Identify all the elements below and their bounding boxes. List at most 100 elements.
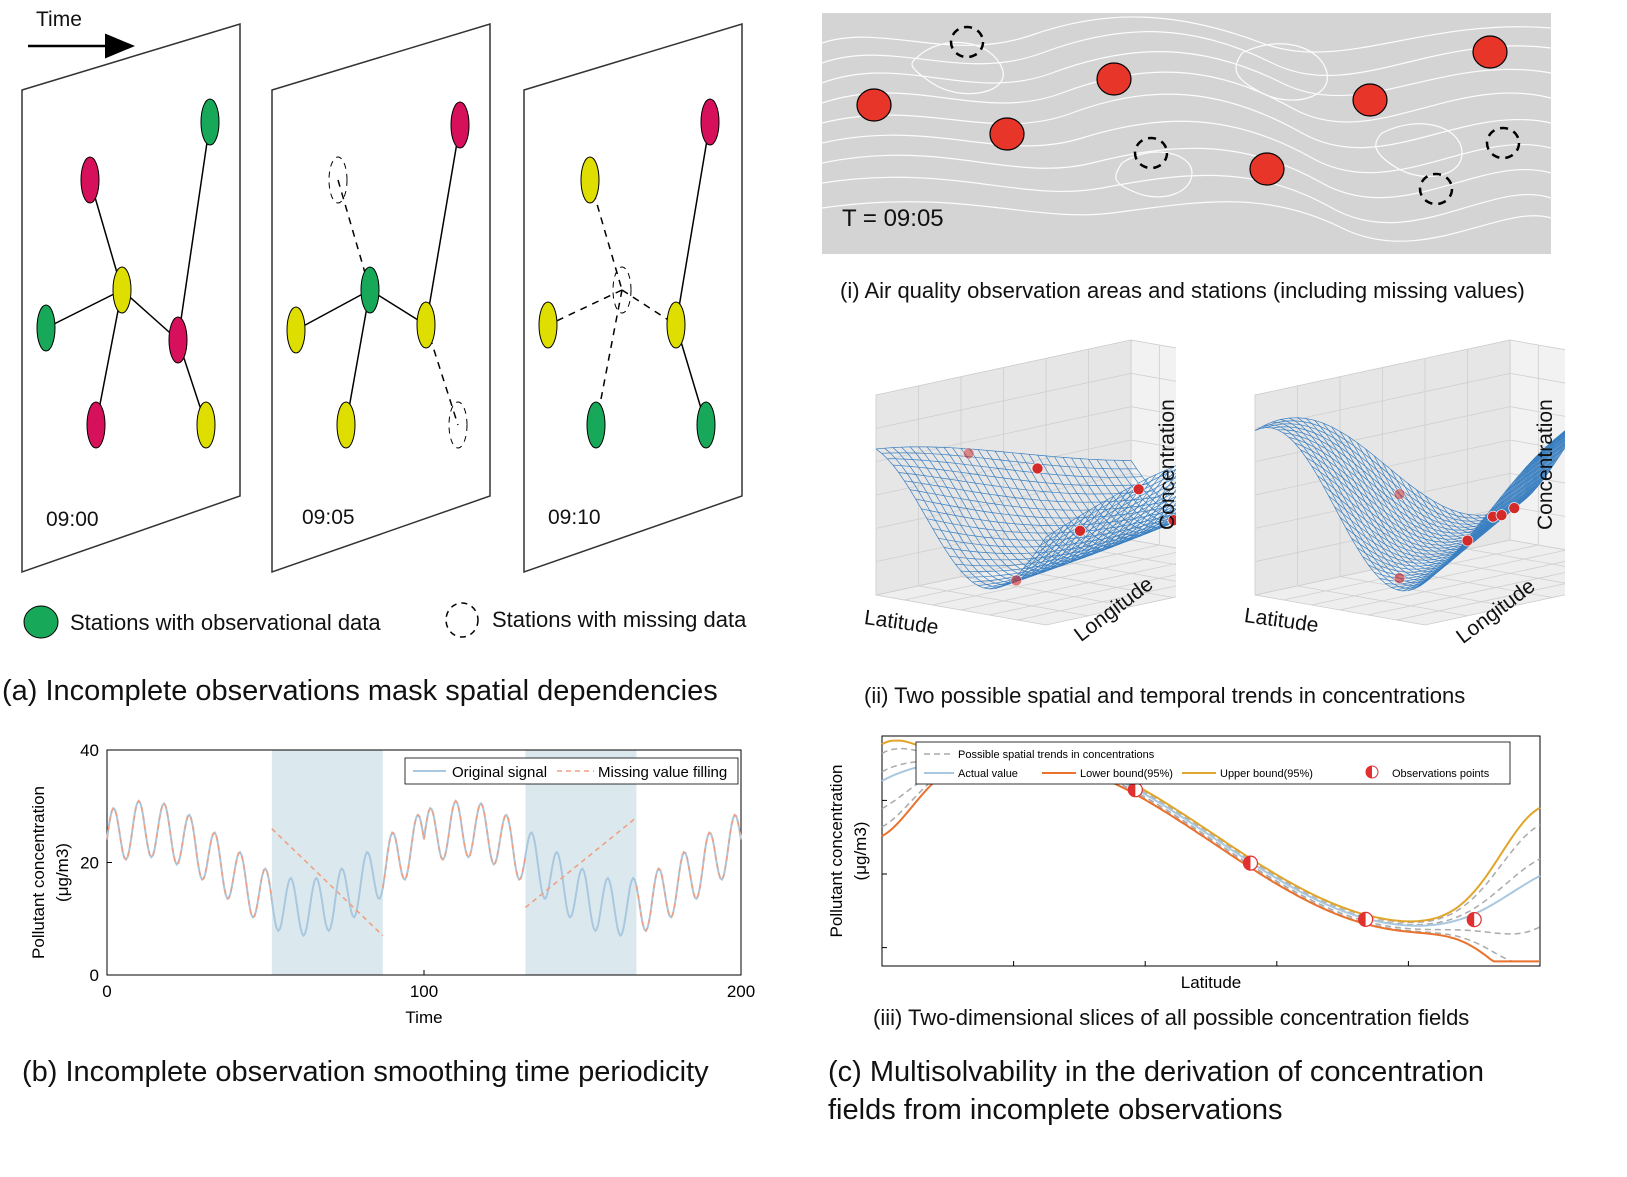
mesh-line	[1037, 454, 1176, 545]
map-stations	[856, 35, 1508, 186]
map-station-observed	[1472, 35, 1508, 69]
caption-c-line2: fields from incomplete observations	[828, 1094, 1283, 1126]
surface-mesh	[1254, 417, 1565, 592]
network-frames-diagram	[21, 22, 743, 639]
mesh-line	[1105, 459, 1176, 522]
mesh-line	[1379, 431, 1565, 582]
mesh-line	[1062, 457, 1176, 537]
legend-b: Original signal Missing value filling	[404, 757, 739, 785]
missing-interval-band	[271, 750, 383, 975]
observation-point	[1393, 488, 1406, 500]
mesh-line	[1385, 431, 1565, 585]
legend-swatch	[1366, 766, 1372, 778]
grid-line	[1130, 472, 1176, 482]
mesh-line	[1028, 477, 1176, 562]
x-tick-label: 100	[410, 982, 438, 1001]
x-tick-label: 0	[102, 982, 111, 1001]
mesh-line	[1054, 456, 1176, 539]
y-axis-label: Pollutant concentration	[827, 765, 846, 938]
grid-line	[875, 372, 1132, 429]
legend-label: Observations points	[1392, 768, 1490, 780]
grid-line	[1130, 439, 1176, 449]
grid-line	[1509, 439, 1565, 451]
map-time-label: T = 09:05	[842, 205, 944, 232]
surface-left-concentration-label: Concentration	[1156, 399, 1179, 530]
observation-point	[1167, 514, 1176, 527]
mesh-line	[1509, 446, 1565, 509]
mesh-line	[1122, 460, 1176, 515]
caption-c-line1: (c) Multisolvability in the derivation o…	[828, 1056, 1485, 1088]
slice-chart: Possible spatial trends in concentration…	[827, 735, 1541, 992]
caption-c-ii: (ii) Two possible spatial and temporal t…	[864, 683, 1466, 708]
grid-line	[1424, 557, 1565, 584]
legend-label: Missing value filling	[598, 764, 727, 781]
map-station-missing	[1418, 172, 1454, 206]
mesh-line	[989, 508, 1176, 590]
station-observed	[416, 301, 436, 349]
legend-missing-label: Stations with missing data	[492, 607, 747, 632]
legend-observed-icon	[23, 605, 59, 639]
observation-point-half	[1243, 856, 1251, 871]
observation-point-half	[1467, 912, 1475, 927]
mesh-line	[1017, 486, 1176, 576]
time-arrow-label: Time	[36, 8, 82, 31]
map-station-observed	[1096, 62, 1132, 96]
station-observed	[286, 306, 306, 354]
grid-line	[1130, 406, 1176, 416]
legend-label: Actual value	[958, 768, 1018, 780]
legend-label: Possible spatial trends in concentration…	[958, 749, 1155, 761]
mesh-line	[1040, 468, 1176, 546]
station-observed	[696, 401, 716, 449]
station-observed	[700, 98, 720, 146]
surface-plot-left	[875, 339, 1176, 626]
legend-c: Possible spatial trends in concentration…	[915, 741, 1511, 785]
y-tick-label: 0	[90, 966, 99, 985]
contour-lines	[822, 16, 1551, 242]
mesh-line	[1096, 459, 1176, 525]
series-missing-value-filling	[106, 799, 742, 937]
series-original-signal	[106, 799, 742, 938]
grid-line	[1368, 572, 1565, 616]
legend-observed-label: Stations with observational data	[70, 610, 381, 635]
x-axis-label: Time	[405, 1008, 442, 1027]
grid-line	[1509, 506, 1565, 517]
time-series-chart: 0 100 200 0 20 40 Time Pollutant concentration (…	[29, 741, 755, 1027]
surface-plot-right	[1254, 339, 1565, 626]
map-missing-stations	[949, 25, 1521, 206]
grid-line	[1088, 548, 1176, 566]
map-station-missing	[949, 25, 985, 59]
station-observed	[168, 316, 188, 364]
legend-label: Original signal	[452, 764, 547, 781]
observation-point	[1132, 483, 1145, 496]
observation-point	[1461, 534, 1474, 547]
station-observed	[112, 266, 132, 314]
map-station-observed	[1249, 152, 1285, 186]
mesh-line	[1045, 465, 1176, 538]
legend-label: Lower bound(95%)	[1080, 768, 1173, 780]
station-observed	[580, 156, 600, 204]
mesh-line	[1441, 432, 1565, 531]
legend-label: Upper bound(95%)	[1220, 768, 1313, 780]
caption-c-i: (i) Air quality observation areas and st…	[840, 278, 1525, 303]
grid-line	[1130, 372, 1176, 382]
legend-missing-icon	[445, 602, 479, 638]
frame-0905	[271, 22, 491, 574]
mesh-line	[1023, 481, 1176, 569]
mesh-line	[1390, 430, 1565, 588]
x-tick-label: 200	[727, 982, 755, 1001]
frame-time-label: 09:10	[548, 506, 601, 529]
y-tick-label: 40	[80, 741, 99, 760]
surface-right-concentration-label: Concentration	[1534, 399, 1557, 530]
station-observed	[36, 304, 56, 352]
mesh-line	[1362, 434, 1565, 573]
station-missing	[448, 401, 468, 449]
station-observed	[586, 401, 606, 449]
y-axis-label-unit: (μg/m3)	[53, 843, 72, 902]
observation-point	[1031, 462, 1044, 475]
station-observed	[360, 266, 380, 314]
observation-point	[962, 447, 975, 460]
station-missing	[612, 266, 632, 314]
mesh-line	[1000, 500, 1176, 588]
map-station-missing	[1133, 136, 1169, 170]
mesh-line	[1501, 444, 1565, 512]
